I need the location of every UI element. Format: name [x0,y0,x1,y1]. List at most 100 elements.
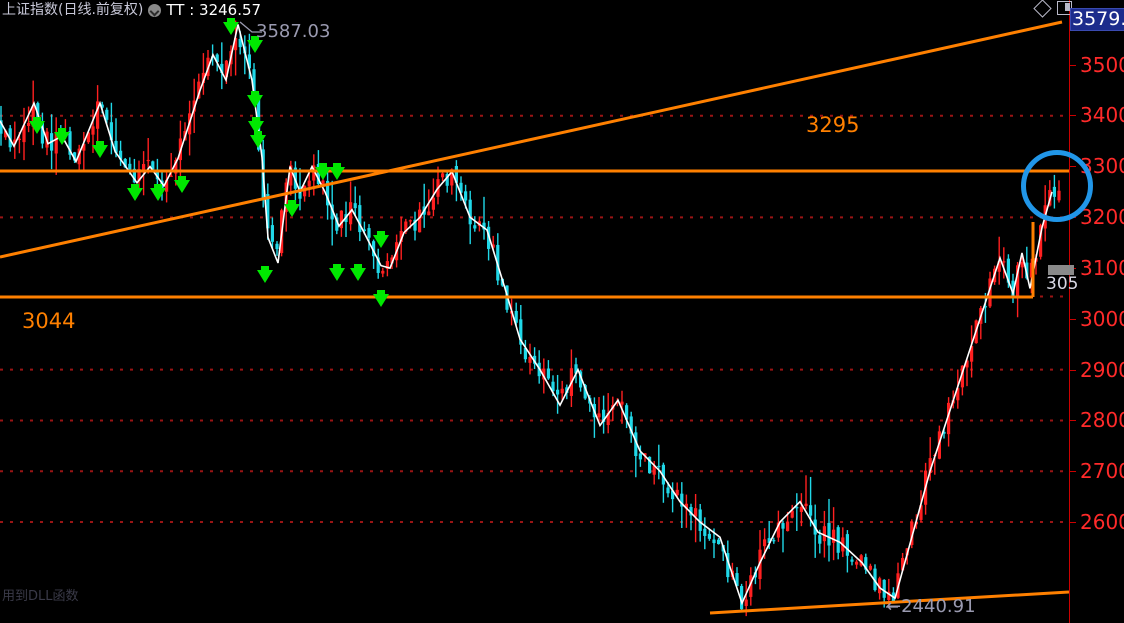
candle-body [482,222,486,230]
axis-tick-label: 2800 [1080,408,1124,432]
candle-body [224,60,228,78]
status-text: 用到DLL函数 [2,589,79,604]
candle-body [735,573,739,586]
axis-tick-label: 3300 [1080,154,1124,178]
sell-arrow-marker [315,163,331,180]
candle-body [155,169,159,180]
candle-body [454,165,458,183]
candle-body [312,165,316,181]
candle-body [100,104,104,108]
candle-body [4,130,8,138]
sell-arrow-marker [247,91,263,108]
candle-body [625,405,629,420]
candle-body [17,138,21,140]
candle-body [910,521,914,545]
candle-body [859,555,863,566]
axis-tick-label: 2700 [1080,459,1124,483]
candle-body [381,270,385,274]
candle-body [431,197,435,210]
candle-body [629,416,633,434]
candle-body [31,106,35,127]
candle-body [726,553,730,578]
candle-body [339,210,343,229]
axis-spine [1069,0,1070,623]
candle-body [643,453,647,456]
sell-arrow-marker [329,163,345,180]
chevron-down-circle-icon[interactable] [148,3,162,17]
candle-body [13,139,17,144]
price-axis[interactable]: 3500 3400 3300 3200 3100 3000 2900 2800 2700 2600 [1069,0,1124,623]
candle-body [772,540,776,542]
candle-body [597,413,601,418]
candle-body [786,521,790,532]
candle-body [464,191,468,201]
candle-body [82,143,86,151]
candle-body [781,523,785,529]
chart-header: 上证指数(日线.前复权) TT : 3246.57 [2,0,261,20]
candle-body [514,310,518,323]
sell-arrow-marker [92,141,108,158]
candle-body [165,179,169,192]
candle-body [988,278,992,307]
candle-body [767,538,771,543]
axis-tick-label: 3000 [1080,307,1124,331]
candle-body [266,194,270,229]
diamond-icon[interactable] [1033,0,1052,18]
candle-body [560,388,564,394]
candle-body [40,121,44,144]
axis-tick [1069,115,1076,116]
last-price-badge: 3579.2 [1070,8,1124,31]
axis-tick-label: 3100 [1080,256,1124,280]
candle-body [519,319,523,345]
sell-arrow-marker [29,117,45,134]
candle-body [473,225,477,229]
candle-body [919,505,923,520]
candle-body [776,522,780,538]
chart-plot-area[interactable] [0,0,1069,623]
candle-body [73,152,77,161]
upper-trend [0,20,1063,259]
peak-callout-leader [239,21,262,33]
sell-arrow-marker [127,184,143,201]
candle-body [316,164,320,185]
trough-price-label: ←2440.91 [886,596,976,617]
candle-body [744,599,748,607]
candle-body [197,81,201,99]
candle-body [275,243,279,250]
candle-body [804,503,808,507]
candle-body [602,409,606,422]
lower-trend [709,590,1069,615]
candle-body [96,101,100,129]
axis-tick-label: 3400 [1080,103,1124,127]
candle-body [942,431,946,434]
candle-body [703,528,707,536]
candle-body [201,72,205,84]
axis-tick-label: 2600 [1080,510,1124,534]
candle-body [1011,280,1015,297]
candle-body [137,169,141,182]
candle-body [491,244,495,248]
candle-body [965,360,969,368]
chart-canvas [0,18,1069,617]
zigzag-overlay-line [0,24,1053,606]
candle-body [523,347,527,360]
candle-body [1020,261,1024,268]
buy-signal-circle [1021,150,1093,222]
top-right-icons [1033,0,1072,18]
candle-body [615,401,619,404]
axis-tick-label: 3500 [1080,53,1124,77]
candle-body [809,505,813,516]
candlestick-series [0,20,1061,617]
axis-tick [1069,319,1076,320]
candle-body [468,199,472,225]
candle-body [289,165,293,186]
indicator-readout: TT : 3246.57 [166,0,262,19]
candle-body [822,526,826,542]
candle-body [353,203,357,209]
axis-tick [1069,65,1076,66]
candle-body [868,565,872,570]
candle-body [997,261,1001,272]
candle-body [698,509,702,531]
candle-body [427,211,431,216]
candle-body [878,578,882,594]
